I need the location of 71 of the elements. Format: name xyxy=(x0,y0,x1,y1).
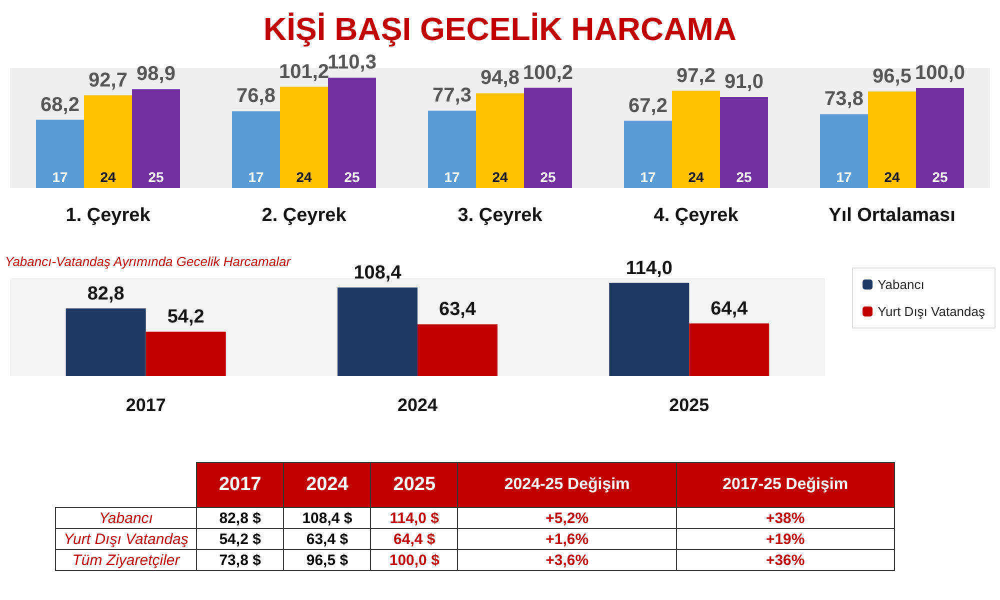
legend-label: Yurt Dışı Vatandaş xyxy=(878,304,986,319)
category-label: Yurt Dışı Vatandaş xyxy=(64,530,188,548)
text: 24 xyxy=(884,169,900,185)
text: +3,6% xyxy=(546,552,589,568)
text: +36% xyxy=(766,552,805,568)
data-label: 108,4 xyxy=(354,262,402,284)
data-label: 96,5 xyxy=(872,66,912,88)
series-label: 24 xyxy=(100,169,116,185)
chart-title: KİŞİ BAŞI GECELİK HARCAMA xyxy=(264,11,736,47)
legend-label: Yabancı xyxy=(878,277,924,292)
text: 54,2 $ xyxy=(219,530,261,548)
category-label: 2025 xyxy=(370,462,458,508)
data-label: 100,0 xyxy=(914,62,966,84)
text: 25 xyxy=(344,169,360,185)
text: 24 xyxy=(296,169,312,185)
data-label: 54,2 xyxy=(167,306,204,328)
text: 82,8 $ xyxy=(219,510,261,526)
data-label: 77,3 xyxy=(432,84,472,107)
data-label: 97,2 xyxy=(676,64,716,87)
x-tick-label: 1. Çeyrek xyxy=(66,205,151,226)
text: 114,0 $ xyxy=(390,510,439,526)
chart-title: Yabancı-Vatandaş Ayrımında Gecelik Harcamalar xyxy=(5,254,292,269)
data-label: 100,2 xyxy=(522,62,574,84)
data-label: 92,7 xyxy=(88,69,128,92)
text: +1,6% xyxy=(546,530,589,548)
data-label: 68,2 xyxy=(40,94,80,116)
data-label: 98,9 xyxy=(136,63,176,86)
data-label: 73,8 xyxy=(824,88,864,110)
text: +38% xyxy=(766,510,805,526)
text: 73,8 $ xyxy=(219,552,261,568)
text: 25 xyxy=(540,169,556,185)
x-tick-label: 2017 xyxy=(126,395,166,415)
data-label: 114,0 xyxy=(626,258,672,279)
text: 108,4 $ xyxy=(302,510,352,526)
category-label: 2024 xyxy=(284,462,371,508)
text: +19% xyxy=(766,530,805,548)
series-label: 17 xyxy=(52,169,68,185)
category-label: 2017-25 Değişim xyxy=(676,462,894,508)
text: 24 xyxy=(688,169,704,185)
text: 17 xyxy=(444,169,460,185)
data-label: 101,2 xyxy=(278,60,330,83)
text: 25 xyxy=(932,169,948,185)
text: 63,4 $ xyxy=(306,530,348,548)
data-label: 94,8 xyxy=(480,67,520,90)
text: 96,5 $ xyxy=(306,552,348,568)
text: 25 xyxy=(736,169,752,185)
x-tick-label: Yıl Ortalaması xyxy=(828,205,956,226)
text: 17 xyxy=(248,169,264,185)
category-label: Tüm Ziyaretçiler xyxy=(72,552,180,568)
text: +5,2% xyxy=(546,510,589,526)
text: 17 xyxy=(640,169,656,185)
data-label: 64,4 xyxy=(710,298,748,320)
text: 64,4 $ xyxy=(394,530,436,548)
data-label: 76,8 xyxy=(236,85,276,108)
data-label: 110,3 xyxy=(328,52,376,74)
text: 17 xyxy=(836,169,852,185)
category-label: Yabancı xyxy=(99,510,153,526)
data-label: 82,8 xyxy=(87,283,124,304)
x-tick-label: 4. Çeyrek xyxy=(654,205,739,226)
series-label: 25 xyxy=(148,169,164,185)
text: 24 xyxy=(492,169,508,185)
x-tick-label: 3. Çeyrek xyxy=(458,205,543,226)
text: 100,0 $ xyxy=(389,552,440,568)
data-label: 67,2 xyxy=(628,94,668,117)
category-label: 2024-25 Değişim xyxy=(458,462,676,508)
data-label: 63,4 xyxy=(439,299,476,320)
x-tick-label: 2025 xyxy=(669,395,710,415)
data-label: 91,0 xyxy=(724,71,764,93)
x-tick-label: 2024 xyxy=(397,395,438,415)
x-tick-label: 2. Çeyrek xyxy=(262,205,347,226)
category-label: 2017 xyxy=(196,462,284,508)
